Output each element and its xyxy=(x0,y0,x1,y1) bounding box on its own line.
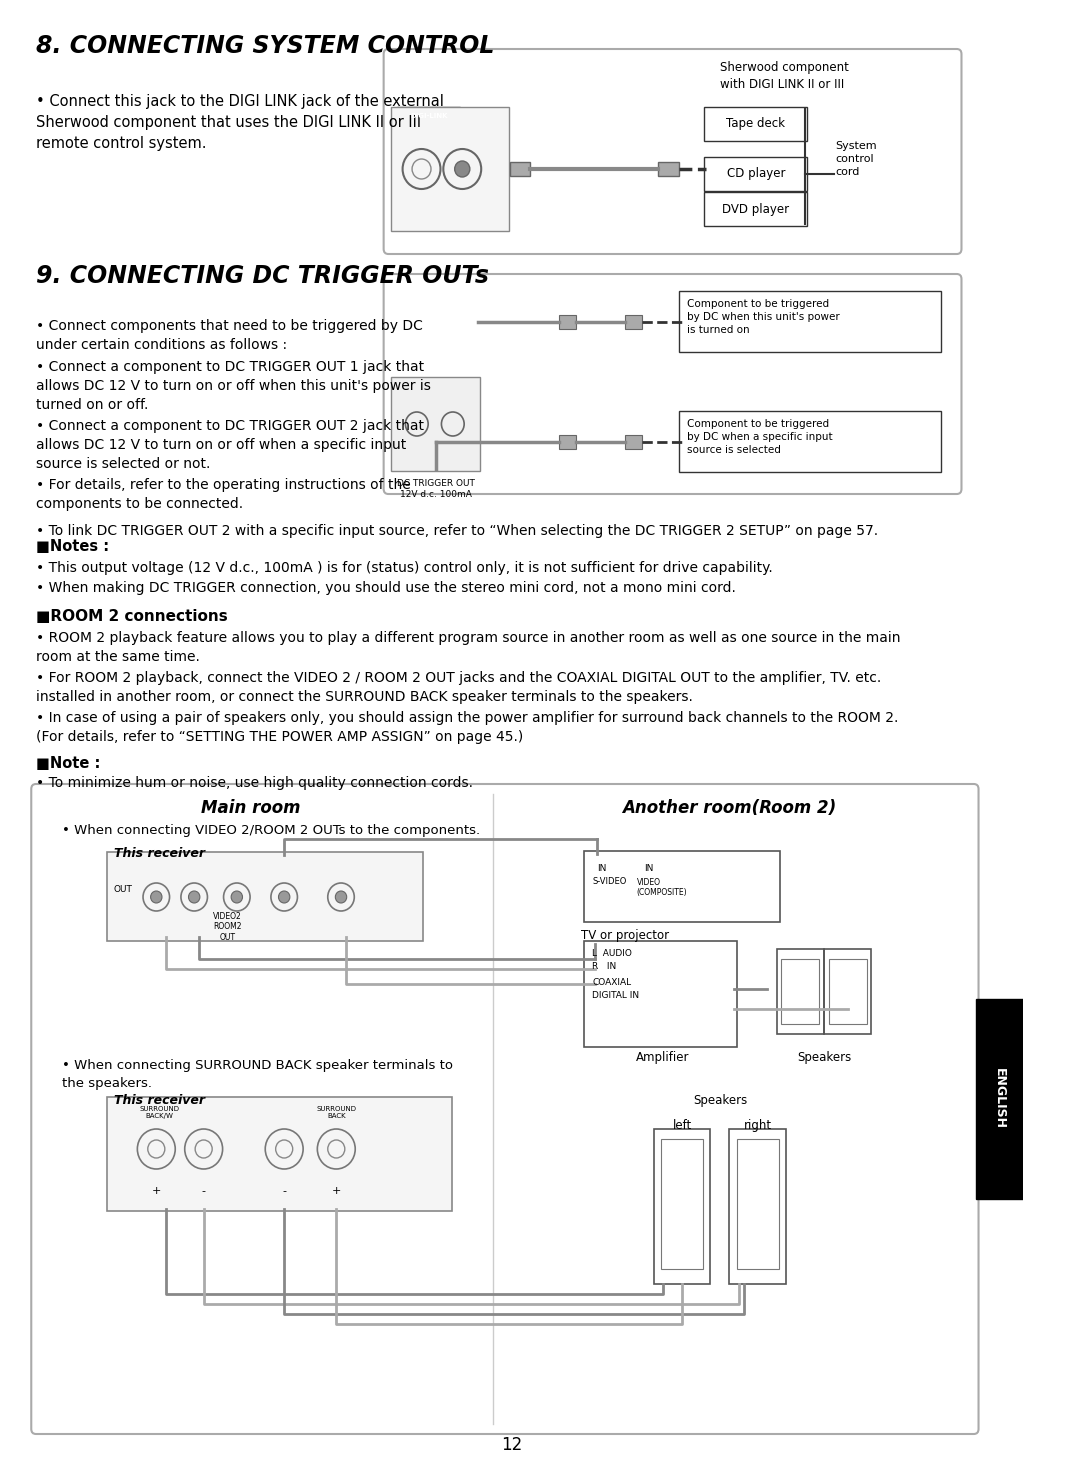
Bar xyxy=(828,958,867,1023)
FancyBboxPatch shape xyxy=(391,377,481,470)
Text: ■Notes :: ■Notes : xyxy=(36,538,109,555)
Text: • For ROOM 2 playback, connect the VIDEO 2 / ROOM 2 OUT jacks and the COAXIAL DI: • For ROOM 2 playback, connect the VIDEO… xyxy=(36,671,881,704)
FancyBboxPatch shape xyxy=(107,1097,451,1211)
Text: • Connect this jack to the DIGI LINK jack of the external
Sherwood component tha: • Connect this jack to the DIGI LINK jac… xyxy=(36,95,444,151)
FancyBboxPatch shape xyxy=(584,941,737,1047)
Text: -: - xyxy=(202,1186,205,1197)
Circle shape xyxy=(455,161,470,177)
Bar xyxy=(737,1139,779,1269)
Text: • In case of using a pair of speakers only, you should assign the power amplifie: • In case of using a pair of speakers on… xyxy=(36,711,899,744)
Text: left: left xyxy=(673,1120,691,1131)
Text: DVD player: DVD player xyxy=(723,203,789,216)
Circle shape xyxy=(231,890,243,904)
FancyBboxPatch shape xyxy=(625,435,643,450)
Text: VIDEO
(COMPOSITE): VIDEO (COMPOSITE) xyxy=(636,879,687,898)
Text: • Connect a component to DC TRIGGER OUT 2 jack that
allows DC 12 V to turn on or: • Connect a component to DC TRIGGER OUT … xyxy=(36,419,424,470)
FancyBboxPatch shape xyxy=(558,315,576,328)
Text: CD player: CD player xyxy=(727,167,785,180)
FancyBboxPatch shape xyxy=(625,315,643,328)
Bar xyxy=(824,950,872,1034)
FancyBboxPatch shape xyxy=(107,852,423,941)
Text: S-VIDEO: S-VIDEO xyxy=(592,877,626,886)
Text: System
control
cord: System control cord xyxy=(836,141,877,177)
Text: Component to be triggered
by DC when this unit's power
is turned on: Component to be triggered by DC when thi… xyxy=(687,299,839,336)
Text: Another room(Room 2): Another room(Room 2) xyxy=(622,799,837,816)
Text: • Connect components that need to be triggered by DC
under certain conditions as: • Connect components that need to be tri… xyxy=(36,319,423,352)
Text: L  AUDIO: L AUDIO xyxy=(592,950,632,958)
Text: R   IN: R IN xyxy=(592,961,617,972)
FancyBboxPatch shape xyxy=(704,106,807,141)
Text: +: + xyxy=(151,1186,161,1197)
Text: right: right xyxy=(744,1120,772,1131)
Text: Tape deck: Tape deck xyxy=(727,117,785,130)
Bar xyxy=(777,950,824,1034)
FancyBboxPatch shape xyxy=(31,784,978,1435)
Text: 9. CONNECTING DC TRIGGER OUTs: 9. CONNECTING DC TRIGGER OUTs xyxy=(36,263,489,288)
Circle shape xyxy=(279,890,289,904)
Text: Amplifier: Amplifier xyxy=(636,1052,690,1063)
Text: • When connecting VIDEO 2/ROOM 2 OUTs to the components.: • When connecting VIDEO 2/ROOM 2 OUTs to… xyxy=(62,824,480,837)
Text: • ROOM 2 playback feature allows you to play a different program source in anoth: • ROOM 2 playback feature allows you to … xyxy=(36,632,901,664)
Text: • Connect a component to DC TRIGGER OUT 1 jack that
allows DC 12 V to turn on or: • Connect a component to DC TRIGGER OUT … xyxy=(36,359,431,411)
Text: OUT: OUT xyxy=(113,884,133,893)
Circle shape xyxy=(335,890,347,904)
Bar xyxy=(729,1128,786,1284)
Text: This receiver: This receiver xyxy=(113,847,205,859)
Bar xyxy=(661,1139,703,1269)
Text: DIGI-LINK: DIGI-LINK xyxy=(410,112,448,118)
Text: SURROUND
BACK/W: SURROUND BACK/W xyxy=(139,1106,179,1120)
FancyBboxPatch shape xyxy=(659,163,679,176)
Text: 8. CONNECTING SYSTEM CONTROL: 8. CONNECTING SYSTEM CONTROL xyxy=(36,34,495,58)
Text: IN: IN xyxy=(644,864,653,873)
FancyBboxPatch shape xyxy=(975,998,1023,1199)
Text: Speakers: Speakers xyxy=(692,1094,747,1106)
Text: This receiver: This receiver xyxy=(113,1094,205,1106)
Text: SURROUND
BACK: SURROUND BACK xyxy=(316,1106,356,1120)
Text: TV or projector: TV or projector xyxy=(581,929,670,942)
Text: IN: IN xyxy=(597,864,606,873)
Text: Main room: Main room xyxy=(201,799,300,816)
FancyBboxPatch shape xyxy=(558,435,576,450)
FancyBboxPatch shape xyxy=(679,411,941,472)
Text: VIDEO2
ROOM2
OUT: VIDEO2 ROOM2 OUT xyxy=(213,913,242,942)
Text: -: - xyxy=(282,1186,286,1197)
Text: 12: 12 xyxy=(501,1436,522,1454)
FancyBboxPatch shape xyxy=(383,49,961,254)
FancyBboxPatch shape xyxy=(391,106,509,231)
Text: +: + xyxy=(332,1186,341,1197)
Circle shape xyxy=(189,890,200,904)
FancyBboxPatch shape xyxy=(397,106,460,126)
FancyBboxPatch shape xyxy=(383,274,961,494)
Bar xyxy=(782,958,820,1023)
Text: • When connecting SURROUND BACK speaker terminals to
the speakers.: • When connecting SURROUND BACK speaker … xyxy=(62,1059,453,1090)
FancyBboxPatch shape xyxy=(704,157,807,191)
Text: • To minimize hum or noise, use high quality connection cords.: • To minimize hum or noise, use high qua… xyxy=(36,776,473,790)
Text: COAXIAL: COAXIAL xyxy=(592,978,631,986)
Text: • This output voltage (12 V d.c., 100mA ) is for (status) control only, it is no: • This output voltage (12 V d.c., 100mA … xyxy=(36,561,773,575)
Circle shape xyxy=(150,890,162,904)
Text: • To link DC TRIGGER OUT 2 with a specific input source, refer to “When selectin: • To link DC TRIGGER OUT 2 with a specif… xyxy=(36,524,878,538)
FancyBboxPatch shape xyxy=(584,850,780,921)
Text: ENGLISH: ENGLISH xyxy=(993,1068,1005,1130)
Text: Component to be triggered
by DC when a specific input
source is selected: Component to be triggered by DC when a s… xyxy=(687,419,833,456)
Text: • For details, refer to the operating instructions of the
components to be conne: • For details, refer to the operating in… xyxy=(36,478,410,510)
Bar xyxy=(653,1128,711,1284)
Text: • When making DC TRIGGER connection, you should use the stereo mini cord, not a : • When making DC TRIGGER connection, you… xyxy=(36,581,735,595)
Text: Speakers: Speakers xyxy=(797,1052,851,1063)
FancyBboxPatch shape xyxy=(679,291,941,352)
Text: ■Note :: ■Note : xyxy=(36,756,100,771)
FancyBboxPatch shape xyxy=(510,163,530,176)
Text: DC TRIGGER OUT
12V d.c. 100mA: DC TRIGGER OUT 12V d.c. 100mA xyxy=(396,479,475,498)
Text: DIGITAL IN: DIGITAL IN xyxy=(592,991,639,1000)
Text: ■ROOM 2 connections: ■ROOM 2 connections xyxy=(36,609,228,624)
Text: Sherwood component
with DIGI LINK II or III: Sherwood component with DIGI LINK II or … xyxy=(720,61,849,92)
FancyBboxPatch shape xyxy=(704,192,807,226)
